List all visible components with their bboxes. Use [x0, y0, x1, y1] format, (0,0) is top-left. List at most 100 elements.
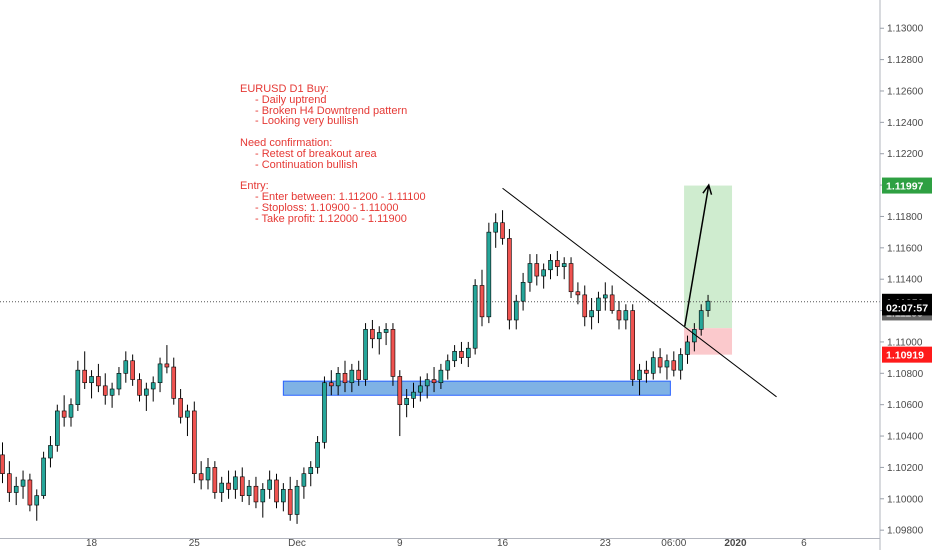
time-tick-label: 9 — [397, 538, 403, 549]
candle-body — [7, 473, 12, 493]
target-price-tag: 1.11997 — [886, 181, 924, 193]
candle-body — [89, 376, 94, 384]
candle-body — [301, 473, 307, 487]
candle-body — [219, 482, 224, 493]
candle-body — [548, 260, 553, 271]
candle-body — [452, 351, 457, 362]
note-entry-point: - Enter between: 1.11200 - 1.11100 — [255, 190, 426, 203]
candle-body — [650, 357, 656, 374]
time-tick-label: 06:00 — [661, 538, 686, 549]
price-tick-label: 1.10600 — [887, 400, 924, 411]
stop-price-tag: 1.10919 — [886, 350, 924, 362]
candle-body — [363, 329, 368, 380]
candle-body — [493, 222, 499, 233]
candle-body — [82, 369, 87, 384]
target-price-tag-bg — [882, 177, 932, 194]
candle-body — [568, 263, 574, 293]
price-tick-label: 1.12800 — [887, 55, 924, 66]
time-tick-label: 16 — [497, 538, 509, 549]
countdown-tag-bg — [882, 299, 932, 316]
candle-body — [390, 329, 396, 377]
price-tick-label: 1.10200 — [887, 463, 924, 474]
candle-body — [637, 369, 642, 380]
candle-body — [370, 329, 375, 340]
price-axis[interactable]: 1.130001.128001.126001.124001.122001.120… — [879, 0, 932, 550]
candle-body — [198, 473, 204, 481]
candle-body — [602, 294, 608, 299]
candle-body — [123, 360, 129, 374]
candle-body — [130, 360, 135, 380]
candle-body — [397, 376, 403, 405]
candle-body — [335, 373, 341, 387]
price-tick-label: 1.13000 — [887, 24, 924, 35]
candle-body — [431, 379, 437, 384]
candle-body — [281, 489, 286, 503]
candle-body — [411, 391, 416, 399]
candle-body — [479, 285, 485, 318]
time-tick-label: 2020 — [724, 538, 747, 549]
candle-body — [61, 410, 67, 418]
candle-body — [698, 310, 704, 330]
time-tick-label: 25 — [189, 538, 201, 549]
time-tick-label: 6 — [801, 538, 807, 549]
candle-body — [500, 222, 505, 239]
candle-body — [609, 294, 615, 311]
candle-body — [212, 467, 218, 493]
candle-body — [233, 476, 238, 490]
price-tick-label: 1.10000 — [887, 494, 924, 505]
candle-body — [308, 467, 314, 474]
time-tick-label: 23 — [600, 538, 612, 549]
time-tick-label: 18 — [86, 538, 98, 549]
lines-layer — [502, 183, 777, 398]
price-tick-label: 1.10800 — [887, 369, 924, 380]
drawings-layer — [0, 185, 880, 396]
note-confirm-heading: Need confirmation: — [240, 136, 333, 149]
price-tick-label: 1.11400 — [887, 275, 923, 286]
candle-body — [465, 347, 471, 358]
candle-body — [561, 263, 567, 267]
candle-body — [527, 263, 533, 283]
candle-body — [356, 369, 362, 380]
price-tick-label: 1.12600 — [887, 86, 924, 97]
price-tick-label: 1.12400 — [887, 118, 924, 129]
analysis-note[interactable]: EURUSD D1 Buy: - Daily uptrend - Broken … — [240, 84, 426, 224]
note-entry-heading: Entry: — [240, 180, 269, 193]
candle-body — [96, 376, 101, 387]
candle-body — [315, 442, 320, 468]
candle-body — [192, 410, 197, 474]
price-tick-label: 1.12200 — [887, 149, 924, 160]
candle-body — [541, 269, 546, 277]
candle-body — [404, 398, 409, 405]
time-tick-label: Dec — [288, 538, 306, 549]
countdown-tag: 02:07:57 — [886, 302, 928, 314]
note-heading: EURUSD D1 Buy: — [240, 83, 329, 95]
candle-body — [582, 294, 588, 318]
candle-body — [678, 354, 683, 371]
candle-body — [418, 385, 423, 393]
candle-body — [459, 351, 464, 358]
candle-body — [445, 360, 451, 371]
candle-body — [157, 363, 163, 384]
candle-body — [342, 373, 348, 384]
projection-arrow — [684, 184, 710, 327]
candle-body — [137, 379, 142, 396]
candle-body — [260, 489, 266, 503]
candle-body — [150, 382, 156, 390]
candle-body — [27, 479, 33, 506]
candle-body — [185, 410, 190, 418]
candle-body — [109, 388, 115, 396]
time-axis[interactable]: 18 25 Dec 9 16 23 06:00 2020 6 — [0, 538, 880, 549]
candle-body — [20, 479, 26, 487]
candle-body — [589, 310, 594, 318]
support-zone — [282, 380, 671, 396]
candle-body — [534, 263, 540, 277]
candle-body — [664, 360, 670, 368]
candle-body — [575, 291, 581, 296]
candle-body — [623, 310, 629, 321]
candle-body — [472, 285, 478, 349]
candle-body — [630, 310, 636, 380]
note-confirm-point: - Retest of breakout area — [255, 147, 377, 160]
candle-body — [0, 454, 5, 474]
